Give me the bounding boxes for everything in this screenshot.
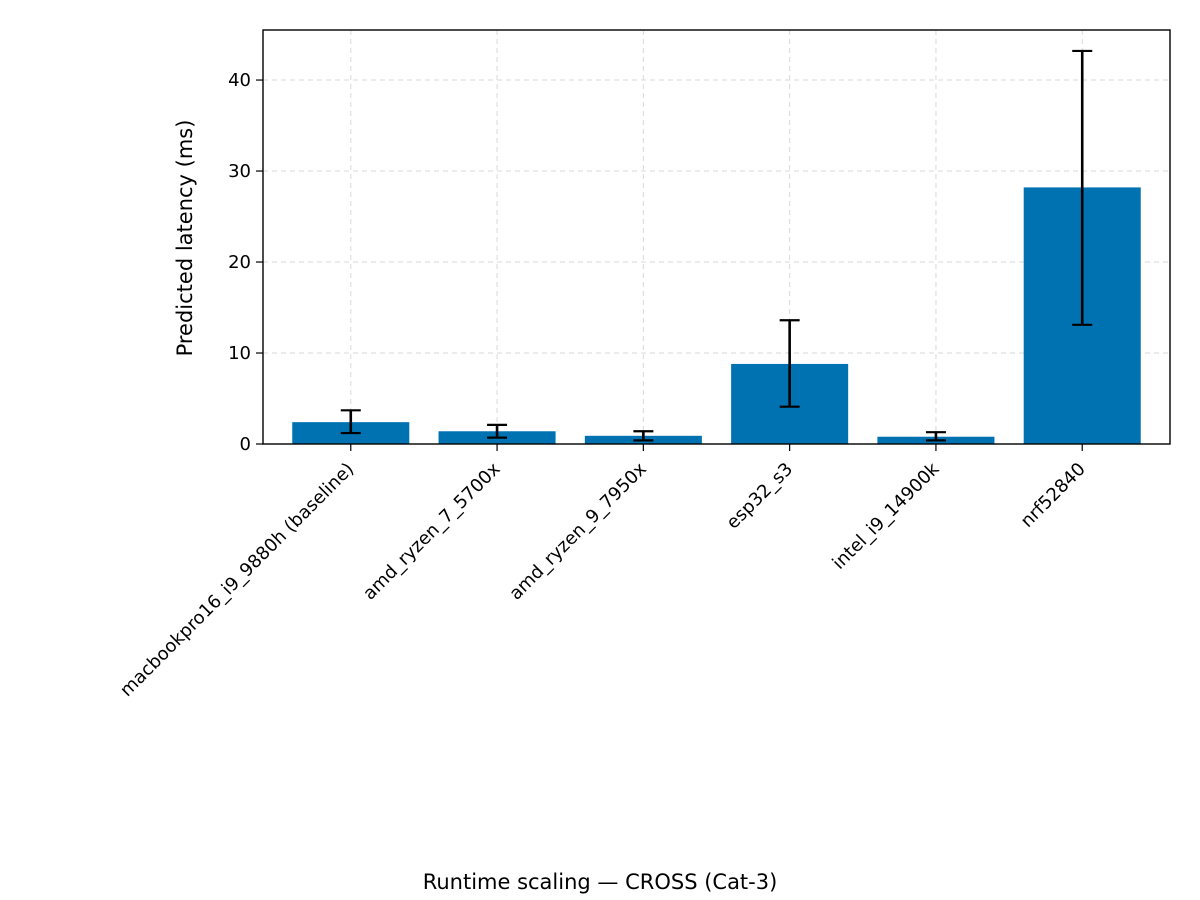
y-tick-label: 30 <box>228 161 251 182</box>
error-bar <box>633 430 654 442</box>
y-tick-label: 0 <box>240 434 251 455</box>
x-axis-label: Runtime scaling — CROSS (Cat-3) <box>423 870 778 894</box>
error-bar <box>487 423 508 439</box>
y-axis-label: Predicted latency (ms) <box>173 120 197 357</box>
plot-frame <box>262 29 1171 445</box>
error-bar <box>1072 49 1093 326</box>
error-bar <box>779 319 800 408</box>
y-tick-label: 20 <box>228 252 251 273</box>
error-bar <box>340 409 361 435</box>
y-tick-label: 10 <box>228 343 251 364</box>
error-bar <box>925 431 946 442</box>
error-bars <box>340 49 1093 442</box>
y-tick-label: 40 <box>228 70 251 91</box>
